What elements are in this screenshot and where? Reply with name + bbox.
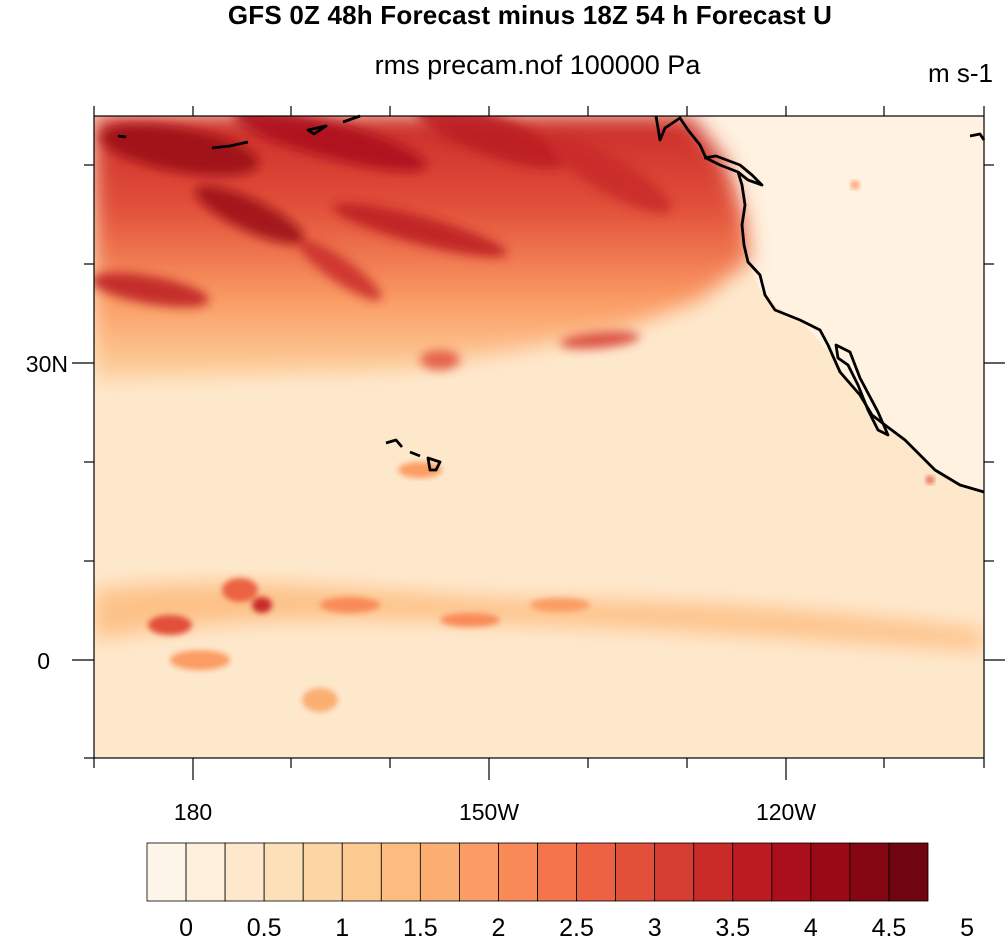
colorbar-swatch xyxy=(263,842,304,902)
colorbar-label: 1 xyxy=(335,914,349,942)
colorbar-swatch xyxy=(185,842,226,902)
colorbar-swatch xyxy=(341,842,382,902)
colorbar-swatch xyxy=(771,842,812,902)
lon-label-150w: 150W xyxy=(459,799,519,825)
colorbar-label: 2 xyxy=(491,914,505,942)
axis-ticks xyxy=(72,106,1005,780)
colorbar-swatch xyxy=(576,842,616,902)
chart-title: GFS 0Z 48h Forecast minus 18Z 54 h Forec… xyxy=(227,0,833,30)
colorbar-swatch xyxy=(615,842,656,902)
colorbar-swatch xyxy=(732,842,773,902)
chart-subtitle: rms precam.nof 100000 Pa xyxy=(374,50,701,80)
colorbar-label: 1.5 xyxy=(403,914,438,942)
colorbar-swatch xyxy=(458,842,499,902)
colorbar-label: 3 xyxy=(648,914,662,942)
units-label: m s-1 xyxy=(928,58,993,88)
colorbar-swatch xyxy=(302,842,343,902)
colorbar-swatch xyxy=(380,842,421,902)
lat-label-30n: 30N xyxy=(26,351,68,377)
colorbar-label: 3.5 xyxy=(715,914,750,942)
colorbar-swatch xyxy=(537,842,577,902)
lat-label-0: 0 xyxy=(37,648,50,674)
colorbar-swatch xyxy=(654,842,695,902)
colorbar-swatch xyxy=(693,842,734,902)
colorbar: 0 0.5 1 1.5 2 2.5 3 3.5 4 4.5 5 xyxy=(146,842,974,942)
field-shading xyxy=(94,116,984,758)
colorbar-swatch xyxy=(810,842,851,902)
lon-label-120w: 120W xyxy=(756,799,816,825)
colorbar-label: 4.5 xyxy=(872,914,907,942)
colorbar-label: 0.5 xyxy=(247,914,282,942)
colorbar-swatch xyxy=(849,842,890,902)
colorbar-label: 0 xyxy=(179,914,193,942)
colorbar-label: 4 xyxy=(804,914,818,942)
colorbar-swatch xyxy=(498,842,538,902)
colorbar-swatch xyxy=(888,842,929,902)
lon-label-180: 180 xyxy=(174,799,212,825)
colorbar-label: 2.5 xyxy=(559,914,594,942)
plot-frame xyxy=(93,115,985,759)
colorbar-swatch xyxy=(224,842,265,902)
colorbar-swatch xyxy=(419,842,460,902)
coastlines xyxy=(117,114,986,494)
colorbar-swatch xyxy=(146,842,187,902)
colorbar-label: 5 xyxy=(960,914,974,942)
